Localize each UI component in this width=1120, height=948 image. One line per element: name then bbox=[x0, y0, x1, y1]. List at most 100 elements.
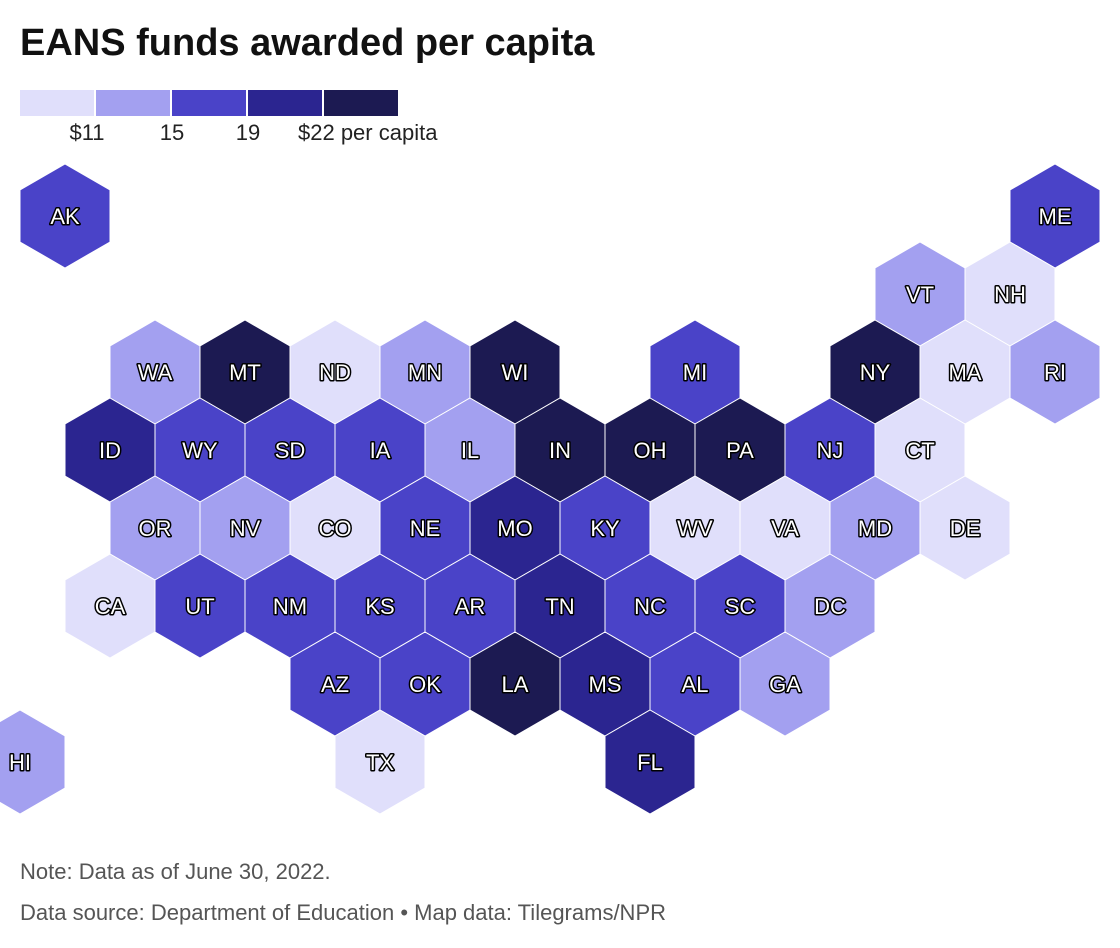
state-label-sd: SD bbox=[275, 438, 306, 463]
state-label-wi: WI bbox=[502, 360, 529, 385]
state-tile-ak: AK bbox=[19, 163, 111, 269]
legend-label-4: $22 per capita bbox=[298, 120, 438, 145]
legend-label-2: 15 bbox=[159, 120, 185, 145]
state-tile-wy: WY bbox=[154, 397, 246, 503]
state-label-ar: AR bbox=[455, 594, 486, 619]
state-tile-ks: KS bbox=[334, 553, 426, 659]
state-label-nv: NV bbox=[230, 516, 261, 541]
legend-swatch-1 bbox=[20, 90, 94, 116]
state-label-sc: SC bbox=[725, 594, 756, 619]
color-legend: $11 15 19 $22 per capita bbox=[20, 90, 460, 150]
state-label-mi: MI bbox=[683, 360, 707, 385]
state-tile-sc: SC bbox=[694, 553, 786, 659]
state-label-nj: NJ bbox=[817, 438, 844, 463]
legend-label-1: $11 bbox=[69, 120, 105, 145]
state-label-id: ID bbox=[99, 438, 121, 463]
data-source: Data source: Department of Education • M… bbox=[20, 900, 667, 925]
state-label-ne: NE bbox=[410, 516, 441, 541]
state-tile-ma: MA bbox=[919, 319, 1011, 425]
state-tile-dc: DC bbox=[784, 553, 876, 659]
state-label-or: OR bbox=[139, 516, 172, 541]
legend-swatch-5 bbox=[324, 90, 398, 116]
data-note: Note: Data as of June 30, 2022. bbox=[20, 859, 331, 884]
state-label-ms: MS bbox=[589, 672, 622, 697]
state-label-nc: NC bbox=[634, 594, 666, 619]
legend-label-3: 19 bbox=[235, 120, 261, 145]
state-label-ak: AK bbox=[50, 204, 80, 229]
state-tile-az: AZ bbox=[289, 631, 381, 737]
state-label-wy: WY bbox=[182, 438, 218, 463]
state-tile-ca: CA bbox=[64, 553, 156, 659]
state-label-va: VA bbox=[771, 516, 799, 541]
state-label-pa: PA bbox=[726, 438, 754, 463]
state-tile-nm: NM bbox=[244, 553, 336, 659]
state-tile-nj: NJ bbox=[784, 397, 876, 503]
state-label-tx: TX bbox=[366, 750, 394, 775]
state-hex-de bbox=[919, 475, 1011, 581]
state-label-ok: OK bbox=[409, 672, 441, 697]
state-tile-ms: MS bbox=[559, 631, 651, 737]
state-label-co: CO bbox=[319, 516, 352, 541]
state-label-de: DE bbox=[950, 516, 981, 541]
state-label-ny: NY bbox=[860, 360, 891, 385]
state-label-me: ME bbox=[1039, 204, 1072, 229]
state-label-nm: NM bbox=[273, 594, 307, 619]
state-tile-nh: NH bbox=[964, 241, 1056, 347]
state-label-ga: GA bbox=[769, 672, 801, 697]
state-label-wa: WA bbox=[138, 360, 173, 385]
state-tile-mt: MT bbox=[199, 319, 291, 425]
state-tile-hi: HI bbox=[0, 709, 66, 815]
state-label-mo: MO bbox=[497, 516, 532, 541]
state-tile-ok: OK bbox=[379, 631, 471, 737]
state-tile-ut: UT bbox=[154, 553, 246, 659]
state-label-ma: MA bbox=[949, 360, 982, 385]
state-tile-la: LA bbox=[469, 631, 561, 737]
state-hex-ak bbox=[19, 163, 111, 269]
state-label-mn: MN bbox=[408, 360, 442, 385]
legend-swatch-3 bbox=[172, 90, 246, 116]
state-label-az: AZ bbox=[321, 672, 349, 697]
state-label-la: LA bbox=[502, 672, 529, 697]
state-tile-ia: IA bbox=[334, 397, 426, 503]
state-tile-in: IN bbox=[514, 397, 606, 503]
state-label-ut: UT bbox=[185, 594, 214, 619]
state-tile-tn: TN bbox=[514, 553, 606, 659]
state-hex-hi bbox=[0, 709, 66, 815]
state-tile-de: DE bbox=[919, 475, 1011, 581]
state-tile-ga: GA bbox=[739, 631, 831, 737]
state-label-dc: DC bbox=[814, 594, 846, 619]
state-tile-ar: AR bbox=[424, 553, 516, 659]
state-tile-mo: MO bbox=[469, 475, 561, 581]
state-label-ky: KY bbox=[590, 516, 620, 541]
state-tile-mi: MI bbox=[649, 319, 741, 425]
state-label-ia: IA bbox=[370, 438, 391, 463]
state-tile-wv: WV bbox=[649, 475, 741, 581]
state-label-ri: RI bbox=[1044, 360, 1066, 385]
state-label-ca: CA bbox=[95, 594, 126, 619]
state-hex-tx bbox=[334, 709, 426, 815]
state-tile-ct: CT bbox=[874, 397, 966, 503]
state-label-mt: MT bbox=[229, 360, 261, 385]
map-title: EANS funds awarded per capita bbox=[20, 22, 595, 64]
hex-tile-map: AK ME VT NH WA MT ND MN WI MI NY MA RI ID WY SD IA IL IN OH… bbox=[0, 163, 1101, 815]
state-tile-mn: MN bbox=[379, 319, 471, 425]
state-hex-ri bbox=[1009, 319, 1101, 425]
state-tile-me: ME bbox=[1009, 163, 1101, 269]
state-tile-nc: NC bbox=[604, 553, 696, 659]
state-tile-ny: NY bbox=[829, 319, 921, 425]
state-label-nd: ND bbox=[319, 360, 351, 385]
state-hex-ga bbox=[739, 631, 831, 737]
state-label-il: IL bbox=[461, 438, 479, 463]
state-tile-md: MD bbox=[829, 475, 921, 581]
state-label-hi: HI bbox=[9, 750, 31, 775]
state-label-tn: TN bbox=[545, 594, 574, 619]
state-label-in: IN bbox=[549, 438, 571, 463]
state-label-oh: OH bbox=[634, 438, 667, 463]
state-label-vt: VT bbox=[906, 282, 934, 307]
state-tile-ky: KY bbox=[559, 475, 651, 581]
state-label-ks: KS bbox=[365, 594, 394, 619]
state-hex-fl bbox=[604, 709, 696, 815]
state-tile-wi: WI bbox=[469, 319, 561, 425]
state-tile-ri: RI bbox=[1009, 319, 1101, 425]
state-tile-id: ID bbox=[64, 397, 156, 503]
